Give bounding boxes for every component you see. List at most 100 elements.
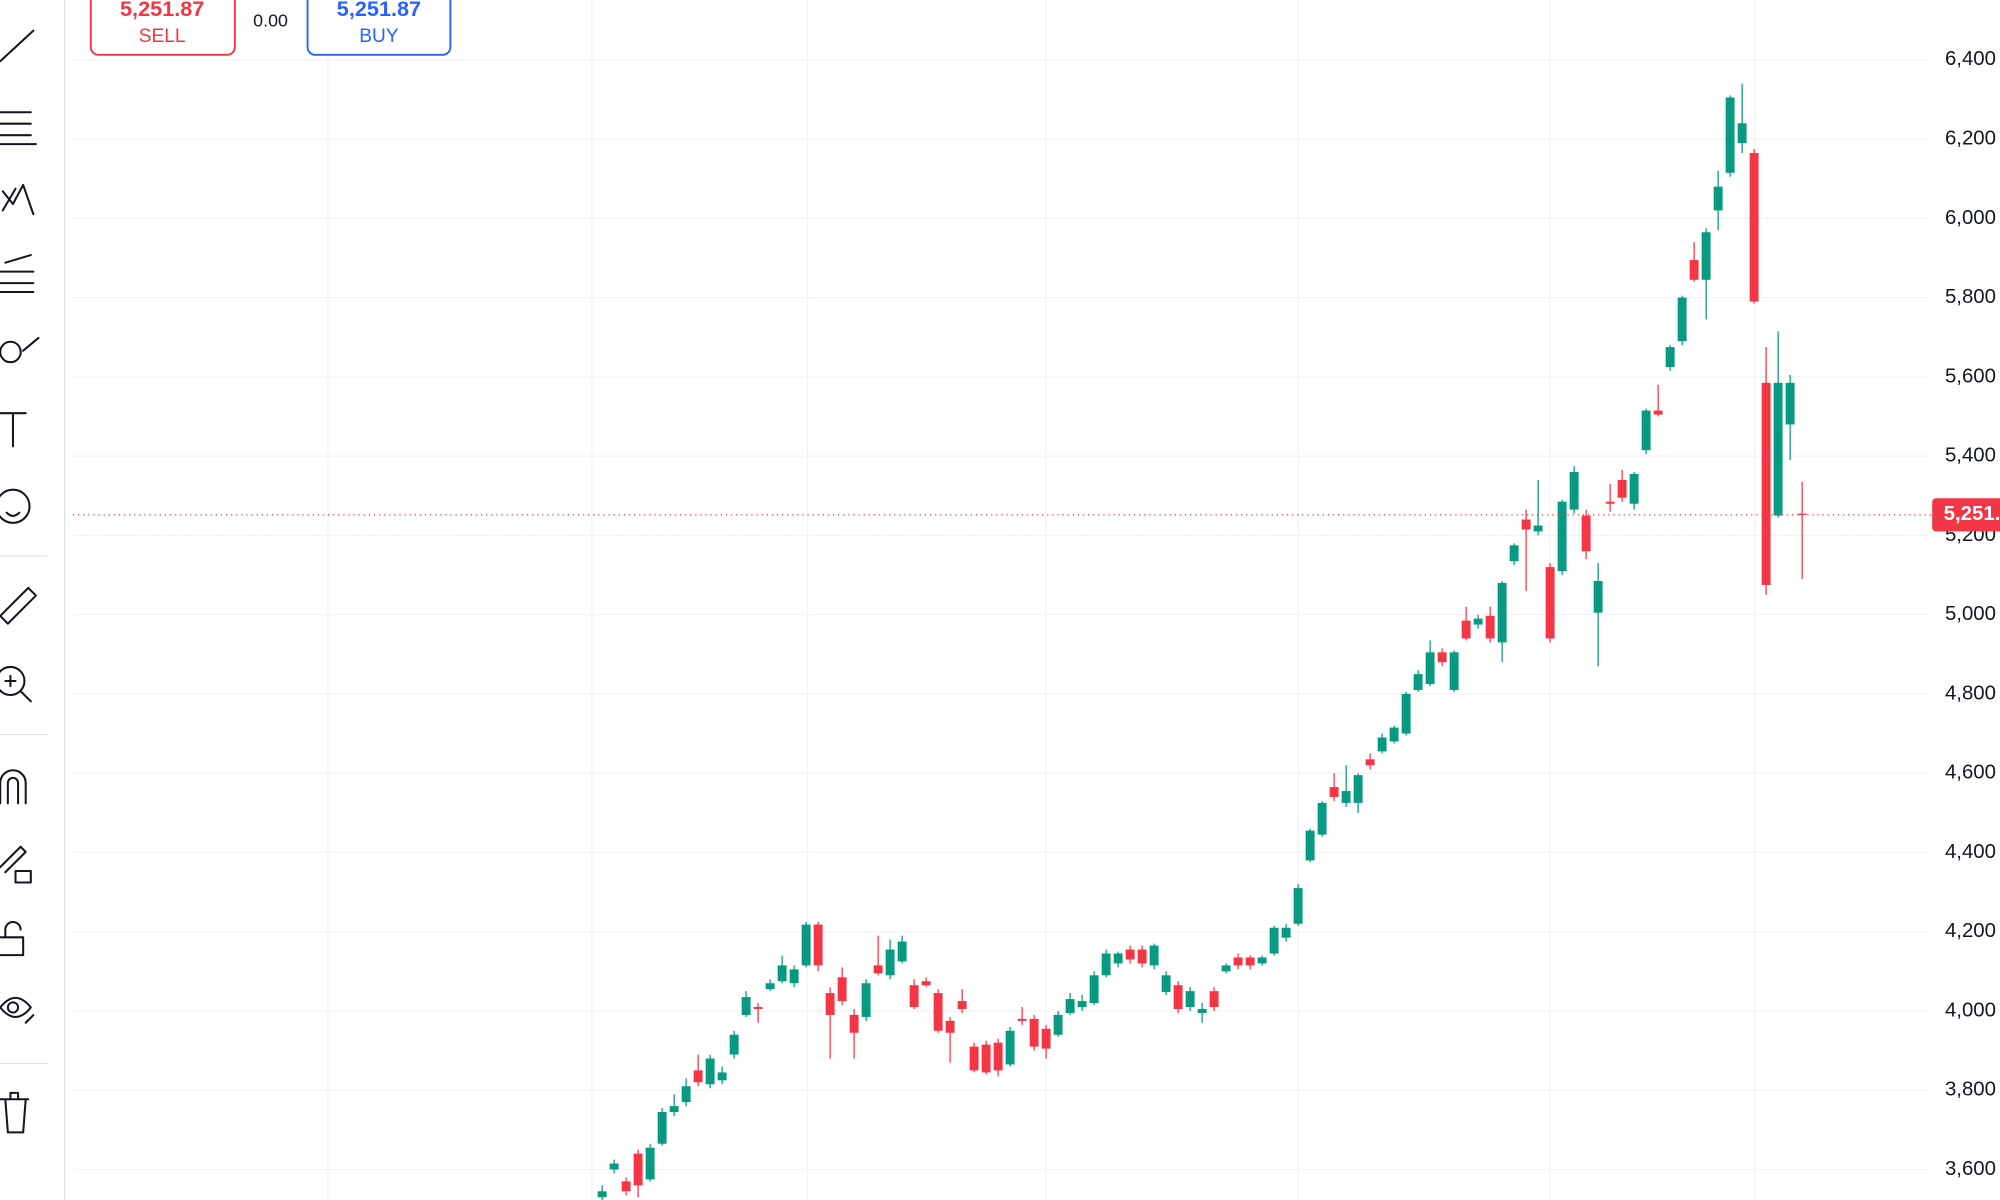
candle-body: [801, 924, 811, 966]
candle-body: [753, 1007, 763, 1009]
candle-body: [1533, 525, 1543, 532]
text-tool[interactable]: [0, 412, 27, 448]
y-tick-label: 6,000: [1945, 207, 1996, 229]
y-tick-label: 3,600: [1945, 1158, 1996, 1180]
candle-body: [1005, 1030, 1015, 1065]
candle-body: [933, 993, 943, 1031]
candle-body: [1185, 991, 1195, 1008]
candle-body: [1089, 975, 1099, 1004]
candle-body: [1773, 382, 1783, 516]
zoom-tool[interactable]: [0, 665, 26, 697]
candle-body: [921, 981, 931, 986]
candle-body: [1329, 787, 1339, 797]
candle-body: [1281, 927, 1291, 938]
candle-body: [813, 924, 823, 966]
y-tick-label: 5,600: [1945, 365, 1996, 387]
candle-body: [729, 1034, 739, 1055]
candle-body: [1377, 737, 1387, 752]
candle-body: [1125, 949, 1135, 960]
candle-body: [885, 949, 895, 976]
candle-body: [1713, 186, 1723, 211]
magnet-tool[interactable]: [0, 769, 27, 805]
sell-price: 5,251.87: [120, 0, 204, 21]
candle-body: [1041, 1028, 1051, 1049]
candle-body: [1665, 347, 1675, 367]
emoji-tool[interactable]: [0, 488, 31, 524]
candle-body: [717, 1072, 727, 1081]
candle-body: [657, 1112, 667, 1144]
candle-body: [1197, 1008, 1207, 1013]
candle-body: [861, 983, 871, 1017]
candle-body: [705, 1058, 715, 1085]
y-tick-label: 6,200: [1945, 127, 1996, 149]
visibility-pupil: [6, 1001, 20, 1014]
last-price-label: 5,251.87: [1944, 503, 2000, 525]
trend-line-tool[interactable]: [0, 29, 35, 63]
trade-panel: 5,251.87 SELL 0.00 5,251.87 BUY: [89, 0, 452, 56]
brush-tool[interactable]: [0, 336, 40, 364]
sell-label: SELL: [139, 26, 186, 47]
projection-tool[interactable]: [0, 254, 35, 294]
candle-body: [1785, 382, 1795, 425]
candle-body: [1161, 975, 1171, 992]
y-tick-label: 4,600: [1945, 762, 1996, 784]
candle-body: [765, 983, 775, 990]
candle-body: [621, 1181, 631, 1192]
candle-body: [1461, 620, 1471, 639]
candle-body: [1437, 652, 1447, 663]
candle-body: [1293, 888, 1303, 924]
candle-body: [1677, 297, 1687, 342]
candle-body: [1485, 615, 1495, 639]
candle-body: [1389, 727, 1399, 742]
candle-body: [1317, 802, 1327, 835]
candle-body: [1149, 945, 1159, 966]
candle-body: [1233, 957, 1243, 966]
candle-body: [837, 977, 847, 1002]
candle-body: [1545, 567, 1555, 639]
grid: [72, 0, 1929, 1200]
candle-body: [993, 1042, 1003, 1071]
candle-body: [1749, 152, 1759, 302]
unlock-tool[interactable]: [0, 921, 25, 957]
sell-button[interactable]: [89, 0, 236, 56]
candle-body: [1269, 927, 1279, 954]
delete-tool[interactable]: [0, 1091, 30, 1134]
candle-body: [741, 997, 751, 1015]
spread: 0.00: [253, 10, 288, 30]
zoom-tool-plus: [4, 674, 32, 703]
candle-body: [1557, 501, 1567, 572]
last-price-tag: [1932, 498, 2000, 532]
candle-body: [1101, 953, 1111, 976]
candle-body: [1341, 791, 1351, 803]
candle-body: [1593, 580, 1603, 613]
candle-body: [1497, 582, 1507, 643]
y-tick-label: 4,200: [1945, 920, 1996, 942]
candle-body: [1641, 410, 1651, 451]
candle-body: [1245, 957, 1255, 966]
buy-label: BUY: [359, 26, 399, 47]
buy-button[interactable]: [306, 0, 452, 56]
candle-body: [1065, 999, 1075, 1013]
candle-body: [693, 1070, 703, 1083]
y-tick-label: 3,800: [1945, 1079, 1996, 1101]
candle-body: [1305, 830, 1315, 861]
candle-body: [789, 969, 799, 984]
candle-body: [849, 1014, 859, 1033]
candle-body: [1257, 957, 1267, 964]
visibility-tool[interactable]: [0, 996, 35, 1024]
candle-body: [777, 965, 787, 982]
candle-body: [1569, 471, 1579, 510]
candle-body: [633, 1153, 643, 1186]
candle-body: [897, 941, 907, 962]
lock-drawing-tool[interactable]: [0, 845, 32, 884]
candle-body: [1113, 953, 1123, 964]
toolbar: [0, 0, 66, 1200]
candle-body: [1137, 949, 1147, 964]
candle-body: [1689, 259, 1699, 280]
candle-body: [1077, 1001, 1087, 1008]
ruler-tool[interactable]: [0, 586, 37, 625]
fib-tool[interactable]: [0, 111, 37, 146]
pattern-tool[interactable]: [1, 183, 35, 216]
